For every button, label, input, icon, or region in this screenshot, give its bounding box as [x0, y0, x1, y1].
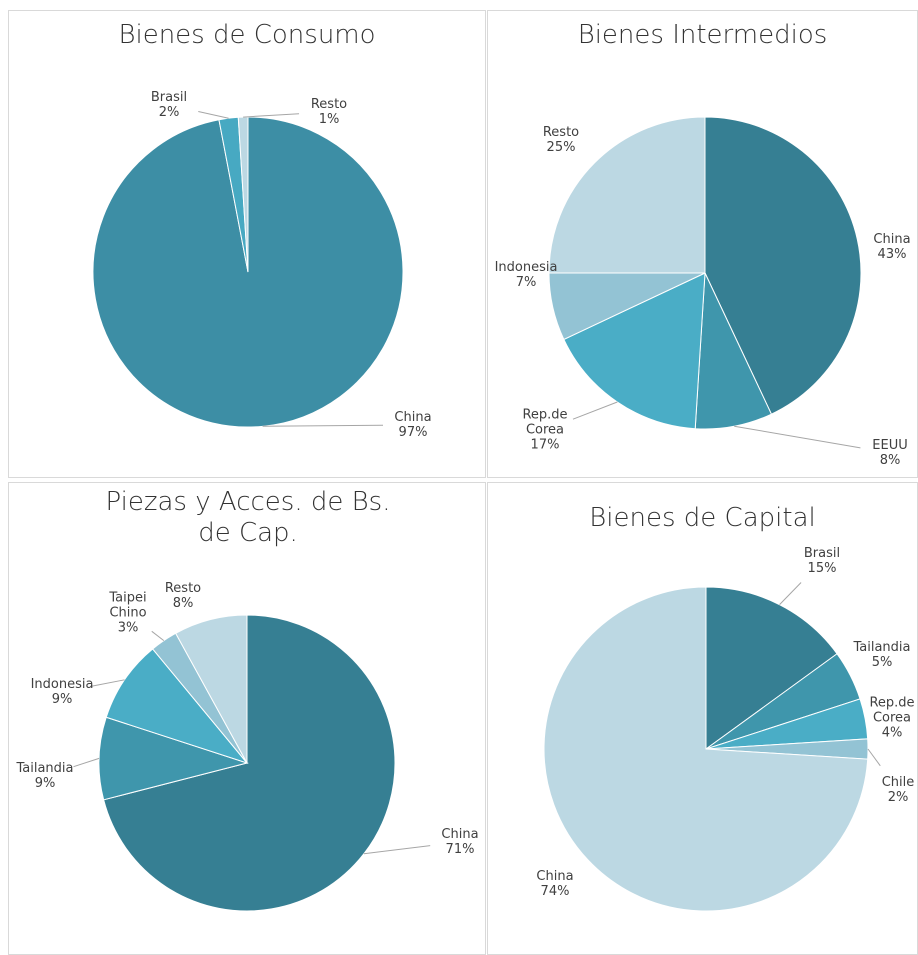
pie-slice: [543, 586, 869, 912]
leader-line: [151, 630, 165, 641]
leader-line: [262, 424, 384, 427]
data-label: Brasil 2%: [134, 90, 204, 120]
leader-line: [198, 111, 229, 119]
category-label: Resto: [542, 125, 580, 140]
category-label: Indonesia: [494, 260, 558, 275]
value-label: 17%: [530, 437, 560, 453]
category-label: Rep.de Corea: [869, 695, 915, 726]
value-label: 4%: [881, 725, 903, 741]
category-label: China: [394, 410, 432, 425]
category-label: Brasil: [803, 546, 841, 561]
data-label: Tailandia 5%: [847, 640, 917, 670]
data-label: China 71%: [425, 827, 495, 857]
data-label: Chile 2%: [863, 775, 918, 805]
category-label: Tailandia: [853, 640, 911, 655]
value-label: 97%: [398, 425, 428, 440]
value-label: 74%: [540, 884, 570, 899]
chart-title: Bienes de Consumo: [118, 20, 376, 50]
value-label: 1%: [318, 112, 340, 127]
data-label: Rep.de Corea 17%: [510, 408, 580, 453]
chart-title: Bienes Intermedios: [577, 20, 828, 50]
category-label: Resto: [310, 97, 348, 112]
leader-line: [73, 757, 100, 768]
pie-slice: [705, 586, 838, 750]
data-label: Resto 25%: [526, 125, 596, 155]
data-label: Tailandia 9%: [10, 761, 80, 791]
pie-slice: [704, 116, 862, 415]
data-label: China 74%: [520, 869, 590, 899]
value-label: 9%: [34, 776, 56, 791]
category-label: Taipei Chino: [109, 590, 147, 621]
chart-title: Piezas y Acces. de Bs. de Cap.: [105, 487, 391, 548]
leader-line: [91, 679, 125, 687]
value-label: 25%: [546, 140, 576, 155]
value-label: 7%: [515, 275, 537, 290]
leader-line: [779, 582, 802, 606]
pie-slice: [98, 716, 249, 801]
data-label: China 43%: [857, 232, 918, 262]
category-label: Resto: [164, 581, 202, 596]
data-label: Resto 1%: [294, 97, 364, 127]
chart-title: Bienes de Capital: [589, 503, 816, 533]
data-label: Rep.de Corea 4%: [857, 696, 918, 741]
leader-line: [572, 401, 618, 420]
data-label: EEUU 8%: [855, 438, 918, 468]
value-label: 9%: [51, 692, 73, 707]
value-label: 43%: [877, 247, 907, 262]
leader-line: [734, 425, 861, 449]
leader-line: [867, 748, 881, 767]
pie-slice: [548, 116, 706, 274]
pie-slice: [105, 648, 249, 765]
category-label: China: [536, 869, 574, 884]
category-label: EEUU: [872, 438, 908, 453]
data-label: Resto 8%: [148, 581, 218, 611]
category-label: Tailandia: [16, 761, 74, 776]
value-label: 15%: [807, 561, 837, 576]
data-label: Brasil 15%: [787, 546, 857, 576]
value-label: 5%: [871, 655, 893, 670]
data-label: China 97%: [378, 410, 448, 440]
category-label: Brasil: [150, 90, 188, 105]
pie-slice: [563, 272, 706, 430]
category-label: Rep.de Corea: [522, 407, 568, 438]
value-label: 2%: [887, 790, 909, 805]
category-label: Indonesia: [30, 677, 94, 692]
data-label: Indonesia 7%: [491, 260, 561, 290]
category-label: China: [441, 827, 479, 842]
value-label: 71%: [445, 842, 475, 857]
value-label: 3%: [117, 620, 139, 636]
leader-line: [243, 113, 300, 118]
value-label: 2%: [158, 105, 180, 120]
data-label: Taipei Chino 3%: [93, 591, 163, 636]
category-label: China: [873, 232, 911, 247]
value-label: 8%: [172, 596, 194, 611]
chart-panel: [8, 482, 486, 955]
data-label: Indonesia 9%: [27, 677, 97, 707]
pie-slice: [175, 614, 248, 764]
chart-panel: [8, 10, 486, 478]
leader-line: [363, 845, 431, 855]
category-label: Chile: [881, 775, 915, 790]
value-label: 8%: [879, 453, 901, 468]
